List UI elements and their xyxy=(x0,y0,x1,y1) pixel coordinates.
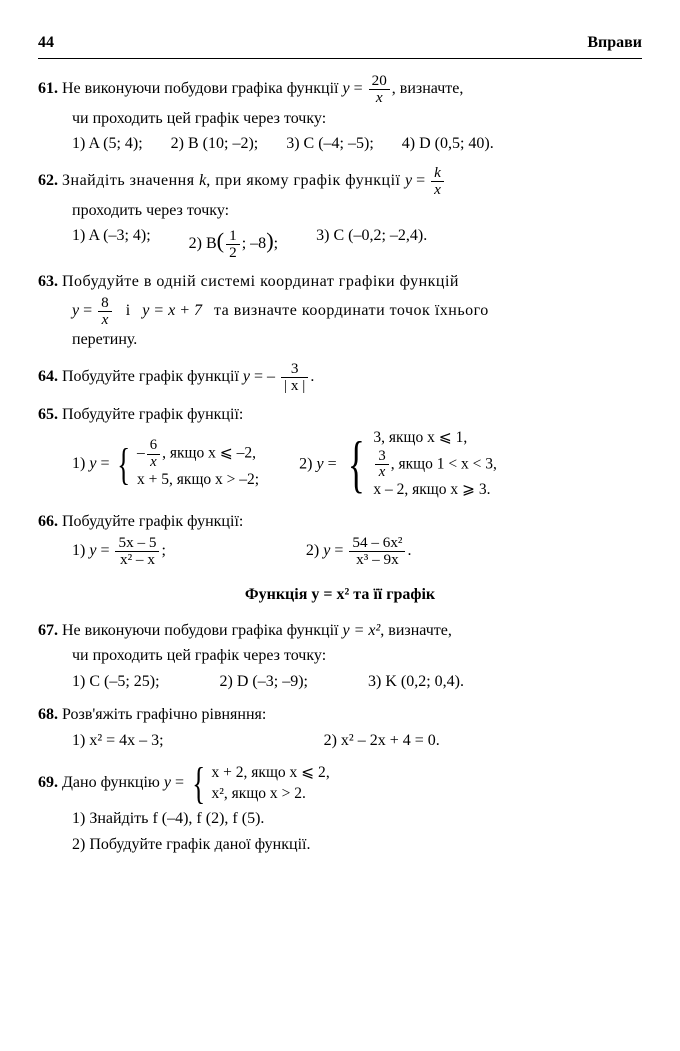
text: Побудуйте графік функції: xyxy=(62,513,243,530)
fraction: k x xyxy=(431,165,444,198)
subtask: 1) Знайдіть f (–4), f (2), f (5). xyxy=(38,806,642,832)
problem-69: 69. Дано функцію y = { x + 2, якщо x ⩽ 2… xyxy=(38,761,642,857)
option: 4) D (0,5; 40). xyxy=(402,131,494,157)
problem-61: 61. Не виконуючи побудови графіка функці… xyxy=(38,73,642,157)
problem-63: 63. Побудуйте в одній системі координат … xyxy=(38,269,642,353)
var-y: y xyxy=(342,80,349,97)
option: 2) D (–3; –9); xyxy=(220,669,308,695)
section-title: Вправи xyxy=(587,30,642,56)
problem-68: 68. Розв'яжіть графічно рівняння: 1) x² … xyxy=(38,702,642,753)
text: , визначте, xyxy=(392,80,464,97)
problem-num: 63. xyxy=(38,273,58,290)
problem-num: 67. xyxy=(38,622,58,639)
text: Не виконуючи побудови графіка функції xyxy=(62,80,342,97)
page-number: 44 xyxy=(38,30,54,56)
problem-num: 61. xyxy=(38,80,58,97)
problem-num: 66. xyxy=(38,513,58,530)
func: y = x + 7 xyxy=(142,302,202,319)
problem-67: 67. Не виконуючи побудови графіка функці… xyxy=(38,618,642,695)
text: чи проходить цей графік через точку: xyxy=(38,643,642,669)
problem-64: 64. Побудуйте графік функції y = – 3 | x… xyxy=(38,361,642,394)
func: y = x² xyxy=(342,622,380,639)
option-1: 1) y = 5x – 5x² – x; xyxy=(72,535,166,568)
option: 3) C (–0,2; –2,4). xyxy=(316,223,427,261)
text: Побудуйте графік функції: xyxy=(62,406,243,423)
option: 2) B(12; –8); xyxy=(189,223,278,261)
text: Знайдіть значення xyxy=(62,172,199,189)
problem-num: 69. xyxy=(38,775,58,792)
problem-num: 64. xyxy=(38,368,58,385)
text: та визначте координати точок їхнього xyxy=(214,302,489,319)
option: 1) C (–5; 25); xyxy=(72,669,160,695)
text: , при якому графік функції xyxy=(206,172,405,189)
subheading: Функція y = x² та її графік xyxy=(38,582,642,608)
text: чи проходить цей графік через точку: xyxy=(38,106,642,132)
option: 2) B (10; –2); xyxy=(171,131,259,157)
text: і xyxy=(126,302,130,319)
problem-num: 62. xyxy=(38,172,58,189)
text: Не виконуючи побудови графіка функції xyxy=(62,622,342,639)
fraction: 3 | x | xyxy=(281,361,308,394)
problem-66: 66. Побудуйте графік функції: 1) y = 5x … xyxy=(38,509,642,568)
option-2: 2) y = { 3, якщо x ⩽ 1, 3x, якщо 1 < x <… xyxy=(299,428,497,502)
option: 3) C (–4; –5); xyxy=(286,131,374,157)
fraction: 20 x xyxy=(369,73,390,106)
option-2: 2) y = 54 – 6x²x³ – 9x. xyxy=(306,535,412,568)
option: 1) A (5; 4); xyxy=(72,131,143,157)
problem-num: 65. xyxy=(38,406,58,423)
text: Побудуйте графік функції xyxy=(62,368,243,385)
problem-62: 62. Знайдіть значення k, при якому графі… xyxy=(38,165,642,261)
text: , визначте, xyxy=(380,622,452,639)
option: 3) K (0,2; 0,4). xyxy=(368,669,464,695)
text: Дано функцію xyxy=(62,775,164,792)
text: Розв'яжіть графічно рівняння: xyxy=(62,706,266,723)
option: 1) A (–3; 4); xyxy=(72,223,151,261)
option: 2) x² – 2x + 4 = 0. xyxy=(324,728,440,754)
text: проходить через точку: xyxy=(38,198,642,224)
problem-num: 68. xyxy=(38,706,58,723)
fraction: 8 x xyxy=(98,295,112,328)
problem-65: 65. Побудуйте графік функції: 1) y = { –… xyxy=(38,402,642,501)
text: перетину. xyxy=(38,327,642,353)
text: Побудуйте в одній системі координат граф… xyxy=(62,273,459,290)
subtask: 2) Побудуйте графік даної функції. xyxy=(38,832,642,858)
option: 1) x² = 4x – 3; xyxy=(72,728,164,754)
option-1: 1) y = { –6x, якщо x ⩽ –2, x + 5, якщо x… xyxy=(72,438,259,491)
